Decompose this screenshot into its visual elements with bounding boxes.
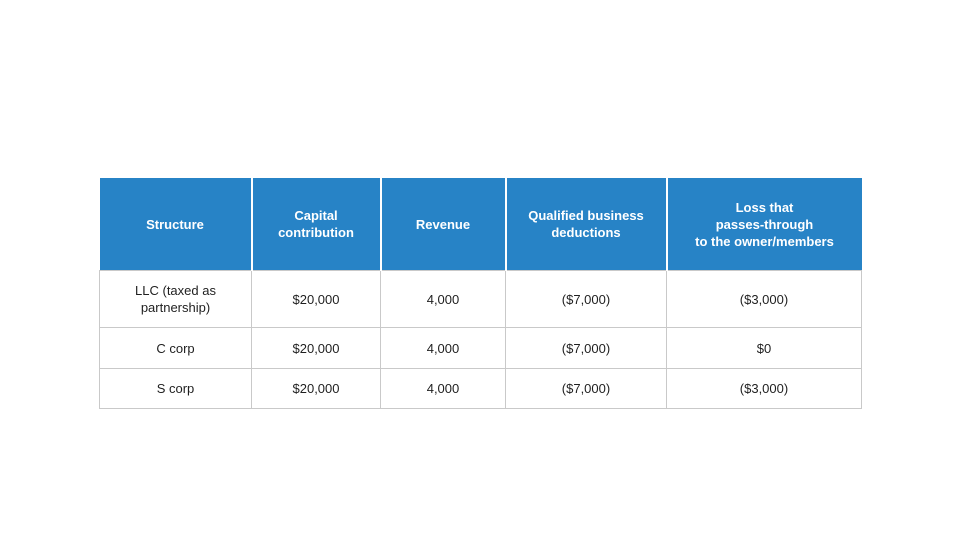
header-line: Capital	[294, 208, 338, 223]
column-header-loss-pass-through: Loss that passes-through to the owner/me…	[666, 178, 862, 271]
table-cell-loss-pass-through: ($3,000)	[666, 270, 862, 328]
header-line: contribution	[278, 225, 354, 240]
table-cell-loss-pass-through: ($3,000)	[666, 368, 862, 409]
table-cell-structure: S corp	[99, 368, 252, 409]
header-row: Structure Capital contribution Revenue Q…	[99, 178, 862, 271]
column-header-structure: Structure	[99, 178, 253, 271]
header-line: Revenue	[415, 216, 471, 232]
header-line: deductions	[551, 225, 621, 240]
header-line: to the owner/members	[695, 233, 834, 249]
table-cell-revenue: 4,000	[380, 270, 506, 328]
table-cell-revenue: 4,000	[380, 327, 506, 369]
table-cell-structure: C corp	[99, 327, 252, 369]
business-structure-comparison-table: Structure Capital contribution Revenue Q…	[99, 178, 862, 409]
table-cell-loss-pass-through: $0	[666, 327, 862, 369]
table-cell-structure: LLC (taxed as partnership)	[99, 270, 252, 328]
table-cell-qualified-business-deductions: ($7,000)	[505, 368, 667, 409]
header-line: Qualified business	[528, 208, 644, 223]
table-cell-revenue: 4,000	[380, 368, 506, 409]
table-cell-capital-contribution: $20,000	[251, 327, 381, 369]
table-cell-qualified-business-deductions: ($7,000)	[505, 270, 667, 328]
table-cell-capital-contribution: $20,000	[251, 368, 381, 409]
table-row-s-corp: S corp $20,000 4,000 ($7,000) ($3,000)	[99, 368, 862, 409]
comparison-table-container: Structure Capital contribution Revenue Q…	[99, 178, 862, 409]
column-header-capital-contribution: Capital contribution	[251, 178, 382, 271]
header-line: passes-through	[715, 216, 814, 232]
table-cell-qualified-business-deductions: ($7,000)	[505, 327, 667, 369]
header-line: Loss that	[735, 199, 794, 215]
column-header-qualified-business-deductions: Qualified business deductions	[505, 178, 668, 271]
table-cell-capital-contribution: $20,000	[251, 270, 381, 328]
header-line: Structure	[146, 216, 204, 232]
table-row-c-corp: C corp $20,000 4,000 ($7,000) $0	[99, 327, 862, 369]
column-header-revenue: Revenue	[380, 178, 507, 271]
table-row-llc: LLC (taxed as partnership) $20,000 4,000…	[99, 270, 862, 328]
